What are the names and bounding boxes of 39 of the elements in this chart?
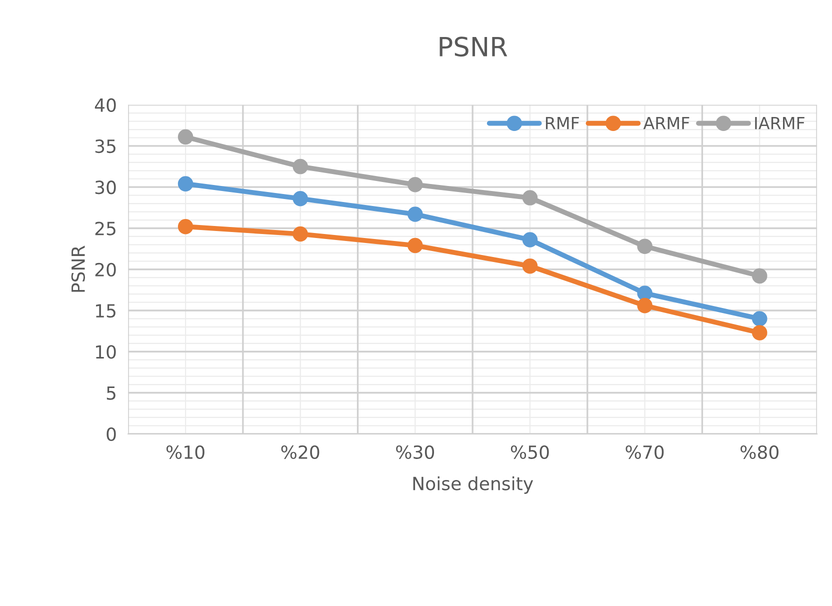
y-tick-label: 5: [106, 386, 116, 400]
x-tick-label: %80: [740, 445, 778, 459]
point: [408, 206, 423, 222]
y-tick-label: 10: [96, 345, 116, 359]
x-tick-label: %10: [166, 445, 204, 459]
chart-title: PSNR: [440, 36, 508, 57]
y-tick-label: 0: [106, 427, 116, 442]
x-tick-label: %20: [281, 445, 320, 459]
x-axis-title: Noise density: [413, 476, 534, 494]
y-tick-label: 25: [95, 222, 116, 236]
x-tick-label: %70: [626, 445, 664, 459]
point: [292, 226, 308, 242]
point: [522, 232, 538, 248]
point: [408, 176, 423, 192]
point: [178, 176, 194, 192]
x-tick-label: %30: [396, 445, 434, 459]
y-tick-label: 40: [94, 98, 116, 112]
legend-label: IARMF: [755, 117, 804, 130]
point: [292, 190, 308, 206]
point: [522, 190, 538, 206]
y-tick-label: 20: [95, 262, 116, 276]
point: [637, 298, 652, 314]
point: [522, 258, 538, 274]
y-axis-title: PSNR: [71, 246, 85, 292]
x-tick-label: %50: [510, 445, 549, 459]
point: [292, 158, 308, 174]
point: [408, 238, 423, 254]
point: [752, 311, 768, 326]
point: [752, 268, 768, 284]
legend-label: ARMF: [643, 117, 690, 130]
point: [637, 286, 652, 301]
y-tick-label: 30: [95, 180, 116, 194]
point: [637, 238, 652, 254]
legend-label: RMF: [546, 117, 579, 130]
point: [178, 218, 194, 234]
point: [752, 325, 768, 340]
y-tick-label: 15: [96, 304, 116, 318]
y-tick-label: 35: [95, 139, 116, 154]
point: [178, 129, 194, 145]
